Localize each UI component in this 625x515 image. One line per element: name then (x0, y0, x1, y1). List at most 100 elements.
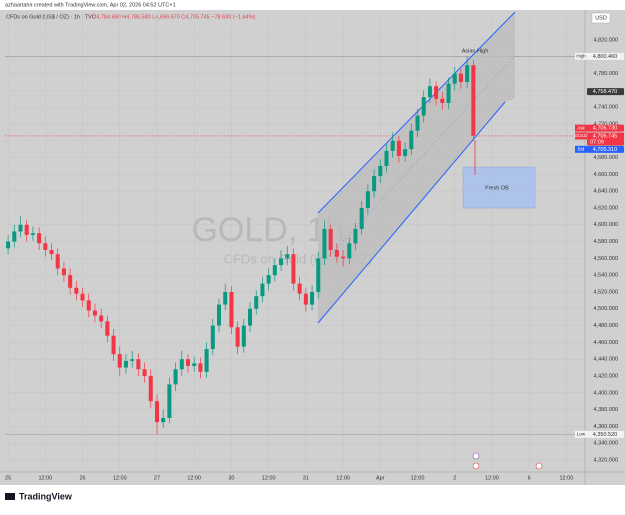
candle-body (117, 354, 122, 368)
currency-box (591, 12, 611, 24)
candle-body (279, 258, 284, 266)
x-tick-label: 12:00 (411, 475, 425, 481)
candle-body (434, 86, 439, 99)
y-tick-label: 4,580.000 (594, 239, 618, 245)
event-icon[interactable] (472, 452, 480, 460)
y-tick-label: 4,460.000 (594, 340, 618, 346)
candle-body (179, 359, 184, 370)
candle-body (310, 291, 315, 305)
x-tick-label: 25 (5, 475, 11, 481)
candle-body (248, 308, 253, 326)
y-tick-label: 4,780.000 (594, 71, 618, 77)
candle-body (452, 73, 457, 84)
candle-body (229, 291, 234, 328)
price-tag-label: 4,758.470 (593, 89, 617, 95)
price-tag-label: 4,800.460 (593, 54, 617, 60)
price-tag-name-box (575, 124, 587, 132)
candle-body (148, 375, 153, 402)
candle-body (465, 65, 470, 82)
event-icon[interactable] (535, 462, 543, 470)
candle-body (303, 293, 308, 305)
candle-body (173, 369, 178, 385)
candle-body (12, 231, 17, 242)
candle-body (446, 83, 451, 103)
candle-body (316, 258, 321, 292)
x-tick-label: Apr (376, 475, 385, 481)
candle-body (136, 359, 141, 370)
x-tick-label: 12:00 (560, 475, 574, 481)
candle-body (123, 360, 128, 368)
x-tick-label: 12:00 (38, 475, 52, 481)
x-tick-label: 12:00 (113, 475, 127, 481)
candle-body (421, 97, 426, 116)
candle-body (322, 228, 327, 259)
candle-body (260, 283, 265, 297)
candle-body (390, 140, 395, 151)
candle-body (74, 287, 79, 294)
brand-logo (5, 493, 15, 500)
candle-body (161, 418, 166, 423)
y-tick-label: 4,380.000 (594, 407, 618, 413)
candle-body (99, 315, 104, 322)
price-tag-name: GOLD (575, 133, 589, 138)
channel-upper (317, 11, 516, 214)
y-tick-label: 4,360.000 (594, 424, 618, 430)
annotation: Fresh OB (485, 185, 509, 191)
candle-body (154, 401, 159, 423)
candle-body (55, 254, 60, 269)
candle-body (291, 254, 296, 284)
price-tag-name: Bid (578, 147, 585, 152)
y-tick-label: 4,600.000 (594, 222, 618, 228)
price-tag-name-box (575, 430, 587, 438)
candle-body (341, 256, 346, 259)
y-tick-label: 4,680.000 (594, 155, 618, 161)
currency: USD (595, 15, 607, 21)
y-tick-label: 4,480.000 (594, 323, 618, 329)
candle-body (365, 191, 370, 208)
candle-body (24, 224, 29, 235)
x-tick-label: 27 (154, 475, 160, 481)
candle-body (216, 304, 222, 326)
x-tick-label: 12:00 (187, 475, 201, 481)
candle-body (37, 233, 42, 244)
candle-body (297, 283, 302, 294)
candle-body (142, 369, 147, 376)
candle-body (328, 228, 333, 250)
candle-body (359, 207, 364, 229)
x-tick-label: 12:00 (485, 475, 499, 481)
price-tag (587, 132, 624, 146)
symbol-legend: CFDs on Gold (US$ / OZ) · 1h · TVC (6, 14, 96, 20)
candle-body (223, 291, 228, 305)
candle-body (471, 65, 476, 136)
price-tag-label: 4,350.520 (593, 432, 617, 438)
candle-body (92, 310, 97, 316)
y-tick-label: 4,520.000 (594, 289, 618, 295)
y-tick-label: 4,400.000 (594, 390, 618, 396)
candle-body (61, 268, 66, 276)
price-tag-name: High (576, 54, 586, 59)
candle-body (198, 363, 203, 372)
price-tag-name: Low (577, 432, 586, 437)
candle-body (30, 233, 35, 235)
candle-body (6, 241, 11, 249)
candle-body (68, 275, 73, 288)
channel-lower (317, 101, 506, 324)
price-tag (587, 430, 624, 438)
candle-body (353, 228, 358, 244)
candle-body (167, 384, 172, 419)
event-icon[interactable] (472, 462, 480, 470)
candle-body (43, 243, 48, 250)
candle-body (80, 293, 85, 301)
candle-body (458, 73, 463, 82)
candle-body (409, 130, 414, 150)
brand: TradingView (5, 491, 73, 501)
candle-body (192, 363, 197, 366)
price-tag-countdown: 07:09 (590, 139, 604, 145)
y-tick-label: 4,500.000 (594, 306, 618, 312)
candle-body (18, 224, 23, 232)
candle-body (427, 86, 432, 98)
y-tick-label: 4,820.000 (594, 37, 618, 43)
candle-body (396, 140, 401, 156)
annotation: Asian High (462, 48, 489, 54)
y-tick-label: 4,660.000 (594, 172, 618, 178)
